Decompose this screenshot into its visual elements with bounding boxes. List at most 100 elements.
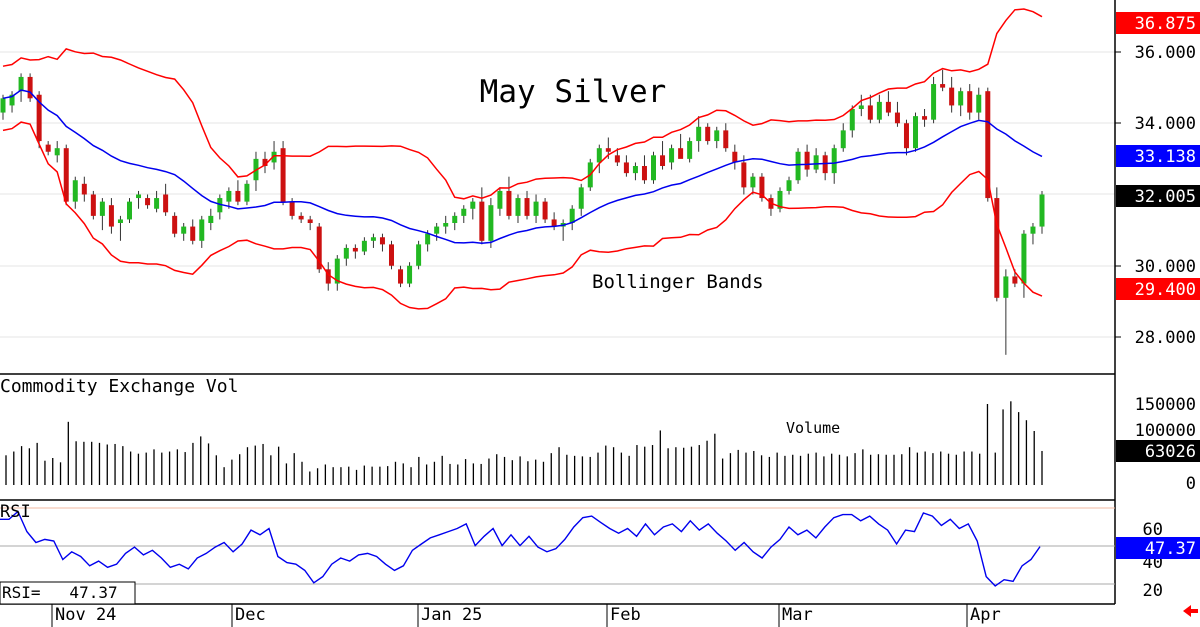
- candle-up: [958, 91, 964, 106]
- candle-up: [497, 190, 503, 209]
- candle-down: [316, 226, 322, 270]
- candle-down: [190, 226, 196, 241]
- candle-up: [488, 205, 494, 241]
- candle-up: [271, 151, 277, 163]
- candle-down: [922, 116, 928, 120]
- candle-down: [867, 105, 873, 120]
- candle-up: [569, 208, 575, 223]
- candle-down: [641, 166, 647, 181]
- candle-up: [533, 201, 539, 216]
- candle-up: [416, 244, 422, 266]
- candle-down: [280, 148, 286, 202]
- candle-up: [795, 151, 801, 181]
- middle-band-badge-value: 33.138: [1135, 147, 1196, 167]
- candle-down: [759, 176, 765, 199]
- price-tick-label: 36.000: [1135, 43, 1196, 63]
- candle-up: [1039, 194, 1045, 227]
- candle-down: [108, 205, 114, 227]
- candle-down: [262, 158, 268, 166]
- candle-down: [940, 84, 946, 88]
- candle-up: [813, 155, 819, 170]
- candle-up: [632, 166, 638, 174]
- candle-up: [831, 148, 837, 174]
- rsi-badge-value: 47.37: [1145, 539, 1196, 559]
- candle-up: [1021, 233, 1027, 284]
- candle-up: [244, 183, 250, 202]
- candle-up: [226, 190, 232, 202]
- volume-tick-label: 0: [1186, 474, 1196, 494]
- candle-down: [325, 269, 331, 284]
- candle-up: [136, 194, 142, 199]
- candle-down: [27, 76, 33, 99]
- candle-up: [840, 130, 846, 149]
- candle-up: [199, 219, 205, 241]
- candle-up: [217, 198, 223, 213]
- candle-down: [885, 101, 891, 113]
- candle-down: [614, 155, 620, 163]
- candle-up: [596, 148, 602, 163]
- candle-down: [524, 198, 530, 216]
- candle-up: [99, 201, 105, 216]
- volume-tick-label: 100000: [1135, 421, 1196, 441]
- candle-up: [976, 94, 982, 113]
- candle-up: [461, 208, 467, 216]
- middle-band-badge: [1116, 145, 1200, 167]
- candle-down: [379, 237, 385, 245]
- middle-bollinger-band: [2, 89, 1043, 245]
- candle-up: [9, 94, 15, 106]
- candle-down: [551, 219, 557, 227]
- candle-up: [425, 233, 431, 245]
- candle-down: [678, 148, 684, 159]
- candle-down: [506, 190, 512, 216]
- rsi-readout-box: [0, 581, 136, 605]
- candle-up: [126, 201, 132, 220]
- price-tick-label: 34.000: [1135, 114, 1196, 134]
- candle-down: [45, 144, 51, 152]
- rsi-panel-label: RSI: [0, 502, 31, 522]
- candle-up: [72, 180, 78, 202]
- candle-down: [1012, 276, 1018, 284]
- scroll-left-arrow-icon[interactable]: [1183, 605, 1198, 617]
- candle-down: [81, 183, 87, 195]
- candle-down: [967, 91, 973, 113]
- candle-up: [687, 141, 693, 159]
- date-label: Apr: [970, 605, 1001, 625]
- candle-down: [90, 194, 96, 216]
- candle-up: [370, 237, 376, 241]
- candlestick-series: [0, 69, 1045, 355]
- candle-up: [154, 198, 160, 209]
- price-tick-label: 30.000: [1135, 257, 1196, 277]
- candle-down: [605, 148, 611, 152]
- price-tick-label: 28.000: [1135, 328, 1196, 348]
- candle-up: [777, 190, 783, 209]
- candle-down: [723, 130, 729, 149]
- candle-up: [578, 187, 584, 209]
- candle-up: [407, 265, 413, 284]
- rsi-line: [0, 510, 1041, 587]
- candle-down: [36, 94, 42, 142]
- price-axis: 36.000 34.000 30.000 28.000 36.875 33.13…: [1114, 0, 1200, 604]
- candle-down: [289, 201, 295, 216]
- candle-down: [949, 87, 955, 106]
- upper-band-badge: [1116, 12, 1200, 34]
- volume-bar-series: [5, 401, 1043, 485]
- candle-up: [1003, 276, 1009, 298]
- candle-down: [172, 215, 178, 234]
- candle-down: [388, 244, 394, 266]
- candle-up: [786, 180, 792, 191]
- upper-band-badge-value: 36.875: [1135, 14, 1196, 34]
- volume-badge: [1116, 440, 1200, 462]
- candle-down: [994, 198, 1000, 298]
- candle-up: [696, 126, 702, 142]
- date-label: Jan 25: [421, 605, 482, 625]
- candle-up: [849, 109, 855, 131]
- candle-up: [452, 215, 458, 223]
- candle-up: [434, 226, 440, 234]
- candle-down: [732, 151, 738, 163]
- candle-up: [334, 258, 340, 284]
- bollinger-bands-label: Bollinger Bands: [592, 271, 764, 293]
- volume-tick-label: 150000: [1135, 395, 1196, 415]
- rsi-tick-label: 60: [1143, 520, 1163, 540]
- candle-up: [714, 130, 720, 142]
